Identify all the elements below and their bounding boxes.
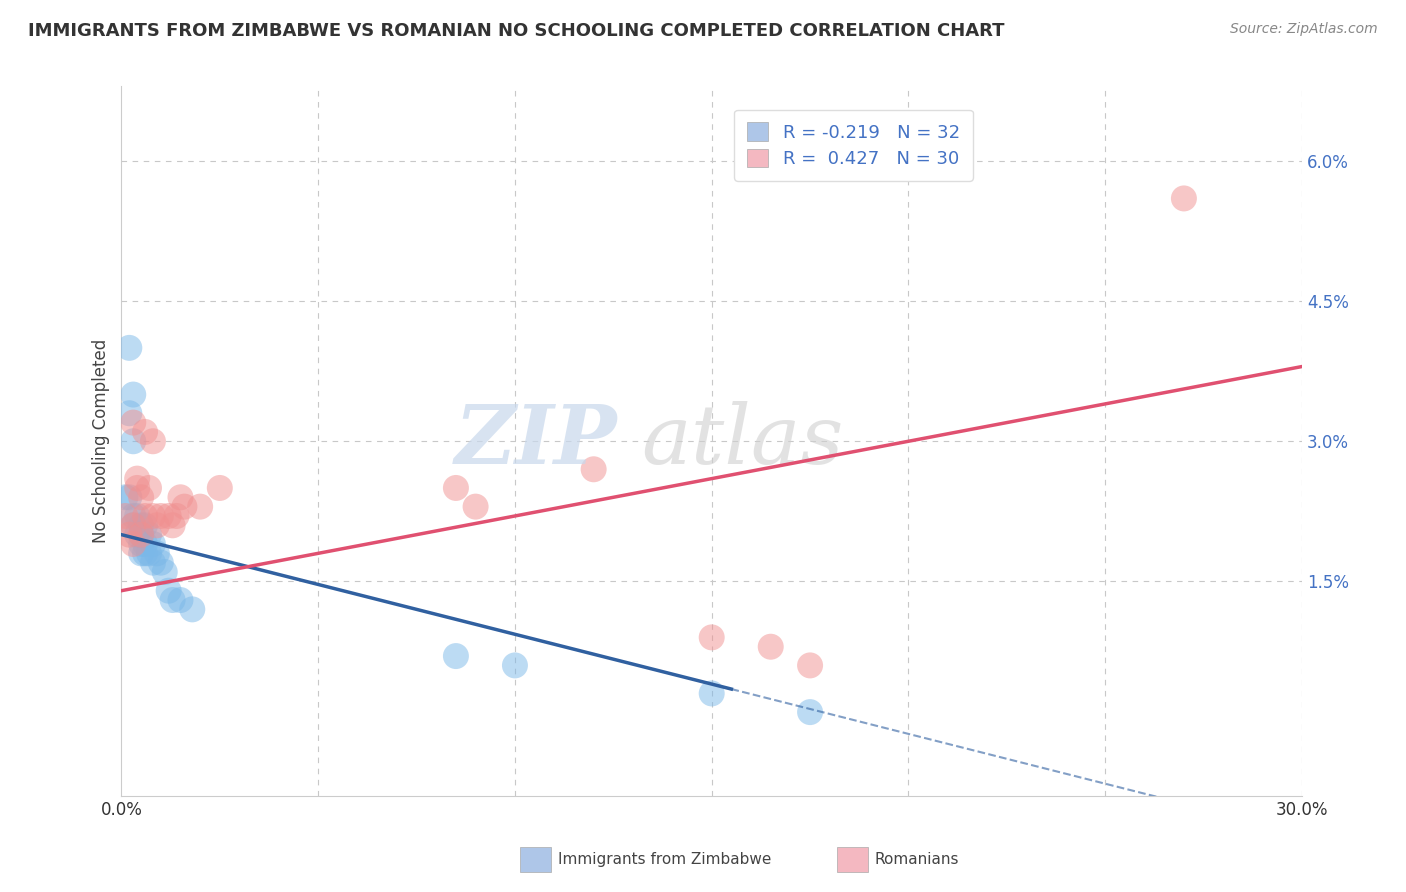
Point (122, 387, 145, 401)
Point (169, 491, 191, 505)
Point (134, 508, 156, 523)
Point (122, 518, 145, 533)
Point (118, 406, 141, 420)
Point (157, 508, 180, 523)
Point (142, 434, 165, 449)
Point (118, 527, 141, 541)
Point (142, 556, 165, 570)
Point (122, 416, 145, 430)
Point (503, 658, 526, 673)
Point (127, 472, 149, 486)
Y-axis label: No Schooling Completed: No Schooling Completed (93, 339, 110, 543)
Point (582, 462, 605, 476)
Text: ZIP: ZIP (454, 401, 617, 482)
Point (118, 341, 141, 355)
Point (122, 537, 145, 551)
Point (129, 527, 152, 541)
Point (162, 518, 184, 533)
Text: atlas: atlas (641, 401, 844, 482)
Point (138, 527, 160, 541)
Point (122, 518, 145, 533)
Point (138, 546, 160, 560)
Point (122, 434, 145, 449)
Point (142, 508, 165, 523)
Point (188, 500, 211, 514)
Text: Immigrants from Zimbabwe: Immigrants from Zimbabwe (558, 853, 772, 867)
Point (138, 481, 160, 495)
Point (146, 518, 169, 533)
Point (127, 481, 149, 495)
Point (129, 527, 152, 541)
Point (173, 500, 195, 514)
Point (142, 537, 165, 551)
Point (208, 481, 231, 495)
Text: Romanians: Romanians (875, 853, 959, 867)
Point (162, 593, 184, 607)
Point (129, 537, 152, 551)
Point (153, 565, 176, 579)
Point (127, 508, 149, 523)
Point (799, 658, 821, 673)
Legend: R = -0.219   N = 32, R =  0.427   N = 30: R = -0.219 N = 32, R = 0.427 N = 30 (734, 110, 973, 181)
Point (122, 508, 145, 523)
Point (127, 527, 149, 541)
Point (129, 518, 152, 533)
Point (146, 546, 169, 560)
Point (444, 649, 467, 664)
Point (114, 491, 136, 505)
Point (759, 640, 782, 654)
Point (181, 602, 204, 616)
Point (134, 425, 156, 439)
Point (799, 705, 821, 719)
Point (134, 537, 156, 551)
Point (157, 583, 180, 598)
Point (149, 508, 172, 523)
Point (134, 518, 156, 533)
Point (114, 508, 136, 523)
Point (149, 556, 172, 570)
Point (1173, 191, 1195, 205)
Point (118, 491, 141, 505)
Point (444, 481, 467, 495)
Point (129, 491, 152, 505)
Text: IMMIGRANTS FROM ZIMBABWE VS ROMANIAN NO SCHOOLING COMPLETED CORRELATION CHART: IMMIGRANTS FROM ZIMBABWE VS ROMANIAN NO … (28, 22, 1005, 40)
Point (169, 593, 191, 607)
Point (134, 546, 156, 560)
Point (464, 500, 486, 514)
Point (166, 508, 188, 523)
Text: Source: ZipAtlas.com: Source: ZipAtlas.com (1230, 22, 1378, 37)
Point (700, 631, 723, 645)
Point (129, 546, 152, 560)
Point (700, 686, 723, 700)
